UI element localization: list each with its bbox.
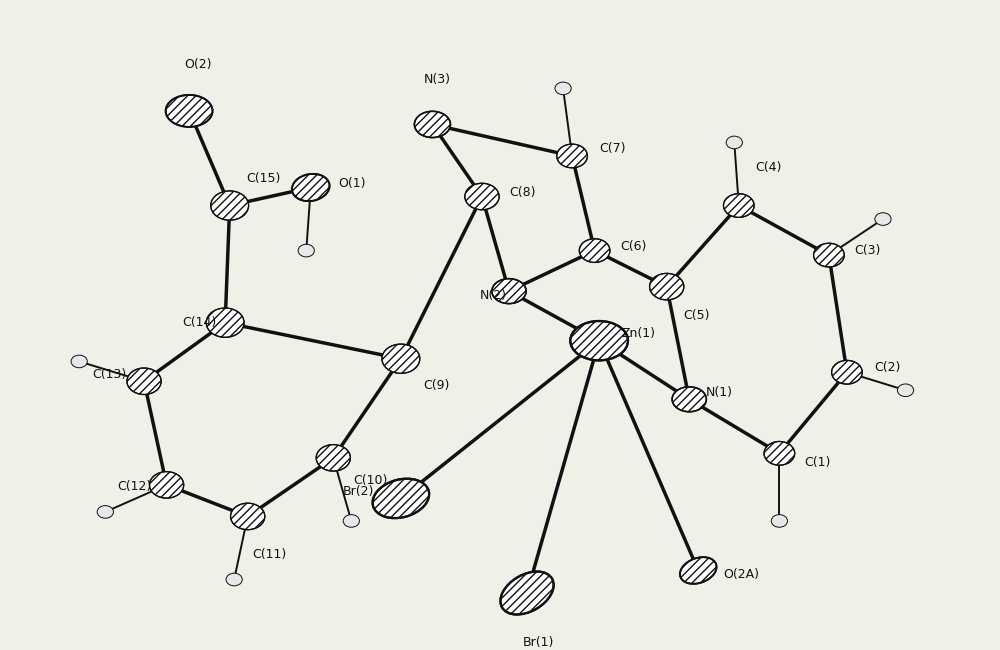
- Text: C(1): C(1): [805, 456, 831, 469]
- Text: C(11): C(11): [252, 548, 286, 561]
- Ellipse shape: [832, 360, 862, 384]
- Ellipse shape: [764, 441, 795, 465]
- Ellipse shape: [557, 144, 587, 168]
- Ellipse shape: [579, 239, 610, 263]
- Text: C(4): C(4): [755, 161, 781, 174]
- Ellipse shape: [500, 571, 554, 614]
- Ellipse shape: [206, 308, 244, 337]
- Ellipse shape: [166, 95, 213, 127]
- Text: O(2): O(2): [185, 58, 212, 71]
- Text: N(2): N(2): [480, 289, 507, 302]
- Text: Zn(1): Zn(1): [622, 327, 656, 340]
- Ellipse shape: [465, 183, 499, 210]
- Text: C(14): C(14): [182, 316, 216, 329]
- Ellipse shape: [650, 274, 684, 300]
- Text: N(1): N(1): [705, 385, 732, 398]
- Ellipse shape: [672, 387, 706, 411]
- Text: Br(1): Br(1): [523, 636, 554, 649]
- Text: C(7): C(7): [599, 142, 626, 155]
- Text: O(1): O(1): [338, 177, 365, 190]
- Text: C(6): C(6): [620, 240, 646, 253]
- Ellipse shape: [71, 355, 87, 368]
- Ellipse shape: [127, 368, 161, 395]
- Text: C(9): C(9): [423, 379, 450, 392]
- Text: C(8): C(8): [509, 185, 536, 198]
- Text: C(3): C(3): [854, 244, 881, 257]
- Text: N(3): N(3): [423, 73, 450, 86]
- Ellipse shape: [570, 321, 628, 360]
- Ellipse shape: [343, 515, 359, 527]
- Ellipse shape: [226, 573, 242, 586]
- Ellipse shape: [771, 515, 787, 527]
- Ellipse shape: [726, 136, 742, 149]
- Text: C(10): C(10): [353, 474, 387, 487]
- Ellipse shape: [149, 472, 184, 498]
- Ellipse shape: [492, 279, 526, 304]
- Text: C(5): C(5): [683, 309, 709, 322]
- Ellipse shape: [555, 82, 571, 95]
- Text: C(2): C(2): [874, 361, 900, 374]
- Ellipse shape: [211, 191, 249, 220]
- Ellipse shape: [97, 506, 113, 518]
- Ellipse shape: [897, 384, 914, 396]
- Ellipse shape: [292, 174, 330, 201]
- Text: O(2A): O(2A): [723, 569, 759, 582]
- Ellipse shape: [382, 344, 420, 373]
- Ellipse shape: [316, 445, 350, 471]
- Ellipse shape: [298, 244, 314, 257]
- Ellipse shape: [814, 243, 844, 267]
- Ellipse shape: [875, 213, 891, 226]
- Ellipse shape: [723, 194, 754, 217]
- Ellipse shape: [414, 111, 450, 138]
- Text: Br(2): Br(2): [342, 485, 374, 498]
- Ellipse shape: [680, 557, 717, 584]
- Ellipse shape: [231, 503, 265, 530]
- Text: C(15): C(15): [246, 172, 280, 185]
- Text: C(13): C(13): [92, 367, 126, 380]
- Text: C(12): C(12): [117, 480, 151, 493]
- Ellipse shape: [373, 478, 429, 518]
